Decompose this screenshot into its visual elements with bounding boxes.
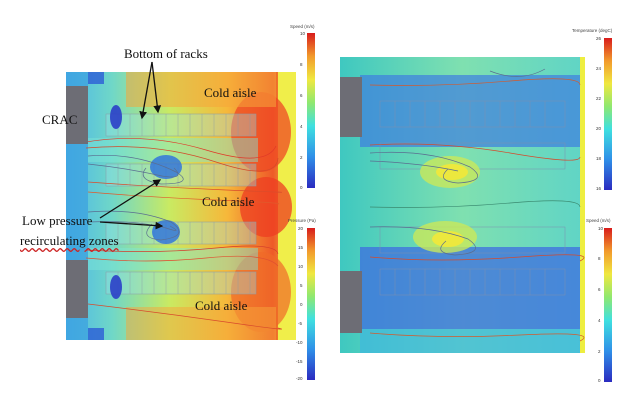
pressure-colorbar [307,228,315,380]
tick-label: 8 [300,62,303,67]
tick-label: 10 [598,226,604,231]
tick-label: 10 [300,31,306,36]
speed-colorbar-left-title: Speed (m/s) [290,24,315,29]
speed-colorbar-right-title: Speed (m/s) [586,218,611,223]
bottom-of-racks-label: Bottom of racks [124,46,208,61]
tick-label: 20 [596,126,602,131]
temperature-colorbar [604,38,612,190]
tick-label: 16 [596,186,602,191]
tick-label: 2 [300,155,303,160]
speed-colorbar-left [307,33,315,188]
tick-label: 4 [598,318,601,323]
tick-label: 26 [596,36,602,41]
crac-label: CRAC [42,112,78,127]
temperature-colorbar-title: Temperature (degC) [572,28,613,33]
low-pressure-label: Low pressure [22,213,93,228]
tick-label: -20 [296,376,303,381]
tick-label: 8 [598,256,601,261]
cold-aisle-label-middle: Cold aisle [202,194,255,209]
tick-label: 5 [300,283,303,288]
left-cfd-speed-plot [66,72,296,340]
tick-label: 6 [598,287,601,292]
tick-label: 0 [300,185,303,190]
tick-label: 10 [298,264,304,269]
recirculating-zones-label: recirculating zones [20,233,119,248]
tick-label: 4 [300,124,303,129]
tick-label: 0 [300,302,303,307]
tick-label: 18 [596,156,602,161]
tick-label: 0 [598,378,601,383]
tick-label: -15 [296,359,303,364]
tick-label: 22 [596,96,602,101]
tick-label: 15 [298,245,304,250]
cold-aisle-label-top: Cold aisle [204,85,257,100]
tick-label: -10 [296,340,303,345]
tick-label: 6 [300,93,303,98]
tick-label: 20 [298,226,304,231]
tick-label: -5 [298,321,303,326]
tick-label: 2 [598,349,601,354]
cold-aisle-label-bottom: Cold aisle [195,298,248,313]
pressure-colorbar-title: Pressure (Pa) [288,218,316,223]
speed-colorbar-right [604,228,612,382]
tick-label: 24 [596,66,602,71]
right-cfd-temperature-plot [340,57,585,353]
